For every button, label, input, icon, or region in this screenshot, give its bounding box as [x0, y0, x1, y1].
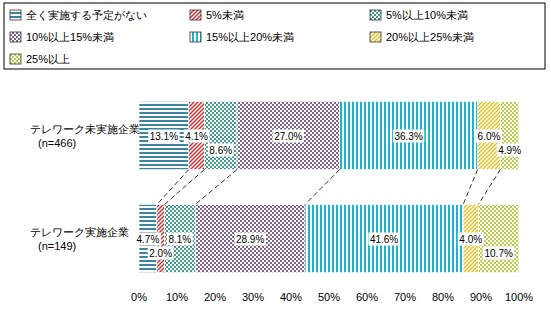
legend-label: 全く実施する予定がない — [26, 9, 147, 22]
data-label-bg — [273, 130, 304, 143]
bar-segment — [139, 102, 189, 170]
data-label: 27.0% — [274, 131, 302, 142]
data-label: 2.0% — [149, 248, 172, 259]
category-label: テレワーク未実施企業(n=466) — [30, 123, 140, 149]
data-label-bg — [148, 247, 174, 260]
bar-segment — [500, 102, 519, 170]
legend-swatch — [10, 10, 21, 20]
data-label-group: 6.0% — [476, 130, 502, 143]
data-label-group: 27.0% — [273, 130, 304, 143]
data-label-bg — [368, 233, 399, 246]
legend: 全く実施する予定がない 5%未満 5%以上10%未満 10%以上15%未満 15%以上2… — [4, 3, 545, 69]
data-label-group: 4.1% — [184, 130, 210, 143]
legend-label: 10%以上15%未満 — [26, 31, 114, 43]
data-label-bg — [497, 144, 523, 157]
bar-segment — [305, 205, 463, 273]
x-tick-label: 60% — [356, 291, 378, 303]
legend-label: 5%未満 — [206, 9, 244, 21]
x-tick-label: 40% — [280, 291, 302, 303]
legend-swatch — [370, 10, 381, 20]
bar-segment — [195, 205, 305, 273]
x-tick-label: 0% — [131, 291, 147, 303]
x-tick-label: 80% — [432, 291, 454, 303]
bar-segment — [478, 102, 501, 170]
chart: 全く実施する予定がない 5%未満 5%以上10%未満 10%以上15%未満 15%以上2… — [0, 0, 551, 321]
data-label-group: 13.1% — [148, 130, 179, 143]
data-label: 8.6% — [209, 145, 232, 156]
data-label-bg — [458, 233, 484, 246]
data-label-group: 2.0% — [148, 247, 174, 260]
chart-root: 全く実施する予定がない 5%未満 5%以上10%未満 10%以上15%未満 15%以上2… — [0, 0, 551, 321]
data-label-bg — [167, 233, 193, 246]
data-label: 36.3% — [394, 131, 422, 142]
legend-swatch — [370, 32, 381, 42]
bar-segment — [340, 102, 478, 170]
x-axis: 0% 10% 20% 30% 40% 50% 60% 70% 80% 90% 100% — [131, 291, 533, 303]
data-label-group: 28.9% — [234, 233, 265, 246]
data-label-group: 4.0% — [458, 233, 484, 246]
data-label: 4.9% — [498, 145, 521, 156]
legend-swatch — [10, 54, 21, 64]
x-tick-label: 70% — [394, 291, 416, 303]
data-label-bg — [135, 233, 161, 246]
data-label: 4.7% — [137, 234, 160, 245]
data-label: 41.6% — [370, 234, 398, 245]
x-tick-label: 30% — [242, 291, 264, 303]
data-label-group: 8.1% — [167, 233, 193, 246]
bar-segment — [164, 205, 195, 273]
data-label-bg — [476, 130, 502, 143]
x-tick-label: 50% — [318, 291, 340, 303]
category-label: テレワーク実施企業(n=149) — [30, 226, 129, 252]
data-label: 10.7% — [484, 248, 512, 259]
data-label-group: 41.6% — [368, 233, 399, 246]
data-label-group: 4.9% — [497, 144, 523, 157]
bars — [139, 102, 519, 273]
data-label: 6.0% — [478, 131, 501, 142]
legend-label: 5%以上10%未満 — [386, 9, 468, 21]
legend-label: 15%以上20%未満 — [206, 31, 294, 43]
x-tick-label: 100% — [505, 291, 533, 303]
data-label: 13.1% — [150, 131, 178, 142]
data-label-bg — [483, 247, 514, 260]
legend-frame — [4, 3, 545, 69]
legend-swatch — [10, 32, 21, 42]
data-label-group: 10.7% — [483, 247, 514, 260]
x-tick-label: 90% — [470, 291, 492, 303]
legend-label: 25%以上 — [26, 53, 70, 65]
connector-line — [305, 170, 340, 205]
connector-line — [195, 170, 237, 205]
data-label-bg — [393, 130, 424, 143]
connector-line — [463, 170, 477, 205]
data-label-group: 36.3% — [393, 130, 424, 143]
connector-line — [164, 170, 204, 205]
data-label: 8.1% — [168, 234, 191, 245]
data-labels: 13.1% 4.1%8.6% 27.0% 36.3% 6.0% 4.9% 4.7% 2.0% 8… — [135, 130, 523, 260]
data-label-bg — [234, 233, 265, 246]
legend-swatch — [190, 32, 201, 42]
data-label: 28.9% — [236, 234, 264, 245]
data-label-group: 4.7% — [135, 233, 161, 246]
data-label-bg — [208, 144, 234, 157]
connector-line — [478, 170, 500, 205]
bar-segment — [237, 102, 340, 170]
x-tick-label: 10% — [166, 291, 188, 303]
data-label: 4.0% — [459, 234, 482, 245]
x-tick-label: 20% — [204, 291, 226, 303]
bar-segment — [478, 205, 519, 273]
legend-label: 20%以上25%未満 — [386, 31, 474, 43]
data-label-bg — [148, 130, 179, 143]
data-label-group: 8.6% — [208, 144, 234, 157]
legend-swatch — [190, 10, 201, 20]
data-label-bg — [184, 130, 210, 143]
connectors — [157, 170, 501, 205]
data-label: 4.1% — [185, 131, 208, 142]
